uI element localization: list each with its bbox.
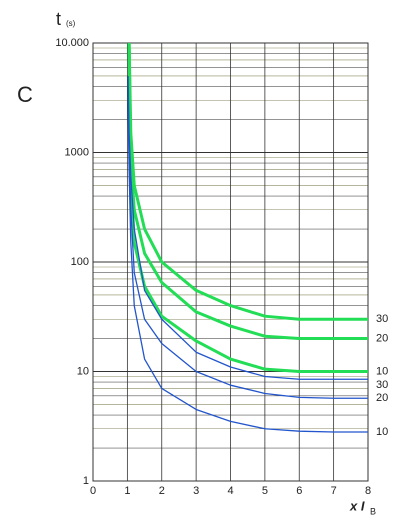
curve-label: 10 [376, 365, 388, 377]
x-tick-label: 2 [159, 485, 165, 497]
y-axis-label-sub: (s) [66, 19, 76, 28]
curve-label: 10 [376, 426, 388, 438]
curve [127, 86, 368, 399]
y-tick-label: 10.000 [55, 37, 89, 49]
curve [127, 42, 368, 341]
x-axis-label-sub: B [370, 506, 376, 516]
x-tick-label: 6 [296, 485, 302, 497]
curve [127, 42, 368, 321]
plot-frame [92, 42, 369, 482]
y-axis-label: t [56, 9, 61, 29]
curve-label: 30 [376, 379, 388, 391]
x-tick-label: 0 [90, 485, 96, 497]
y-tick-label: 1 [83, 475, 89, 487]
curve [127, 100, 368, 433]
y-tick-label: 10 [77, 365, 89, 377]
curve-label: 20 [376, 392, 388, 404]
curve-label: 20 [376, 332, 388, 344]
x-tick-label: 3 [193, 485, 199, 497]
x-axis-label: x I [349, 498, 365, 513]
chart-title: C [17, 82, 33, 107]
x-tick-label: 8 [365, 485, 371, 497]
curve [127, 75, 368, 380]
x-tick-label: 5 [262, 485, 268, 497]
x-tick-label: 4 [227, 485, 233, 497]
y-tick-label: 1000 [65, 146, 89, 158]
x-tick-label: 7 [331, 485, 337, 497]
y-tick-label: 100 [71, 256, 89, 268]
x-tick-label: 1 [124, 485, 130, 497]
curve-label: 30 [376, 313, 388, 325]
